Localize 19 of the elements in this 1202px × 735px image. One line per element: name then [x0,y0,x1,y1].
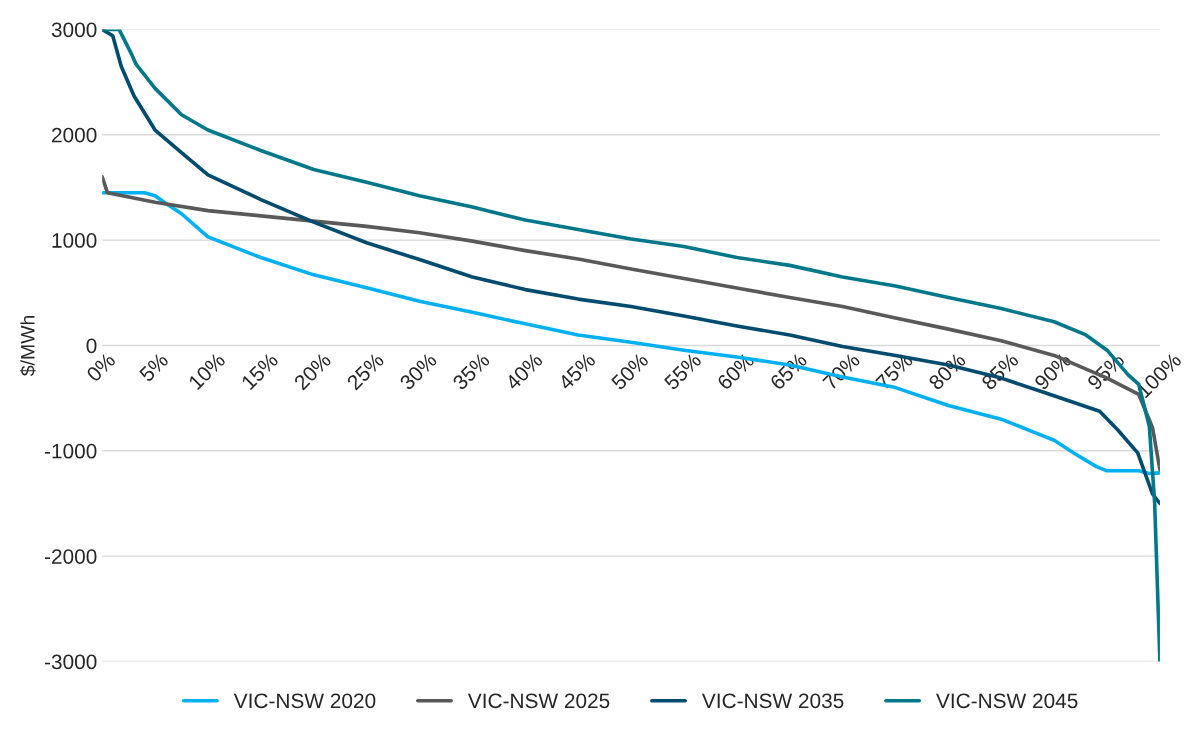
x-tick-label: 45% [557,351,597,391]
y-tick-label: 1000 [52,233,97,248]
x-tick-label: 50% [610,351,650,391]
legend-label: VIC-NSW 2045 [936,693,1078,709]
x-tick-label: 35% [451,351,491,391]
x-tick-label: 30% [398,351,438,391]
x-tick-label: 40% [504,351,544,391]
legend-label: VIC-NSW 2025 [467,693,610,709]
x-tick-label: 5% [138,351,170,383]
y-tick-label: 2000 [52,127,97,143]
y-tick-label: 0 [86,338,97,354]
legend-label: VIC-NSW 2020 [233,693,376,709]
y-axis-title: $/MWh [20,315,36,377]
y-tick-label: -3000 [44,654,97,670]
y-tick-label: -2000 [44,549,97,564]
y-tick-label: -1000 [44,443,97,459]
x-tick-label: 55% [663,351,703,391]
y-tick-label: 3000 [51,22,97,38]
legend-label: VIC-NSW 2035 [701,693,844,709]
